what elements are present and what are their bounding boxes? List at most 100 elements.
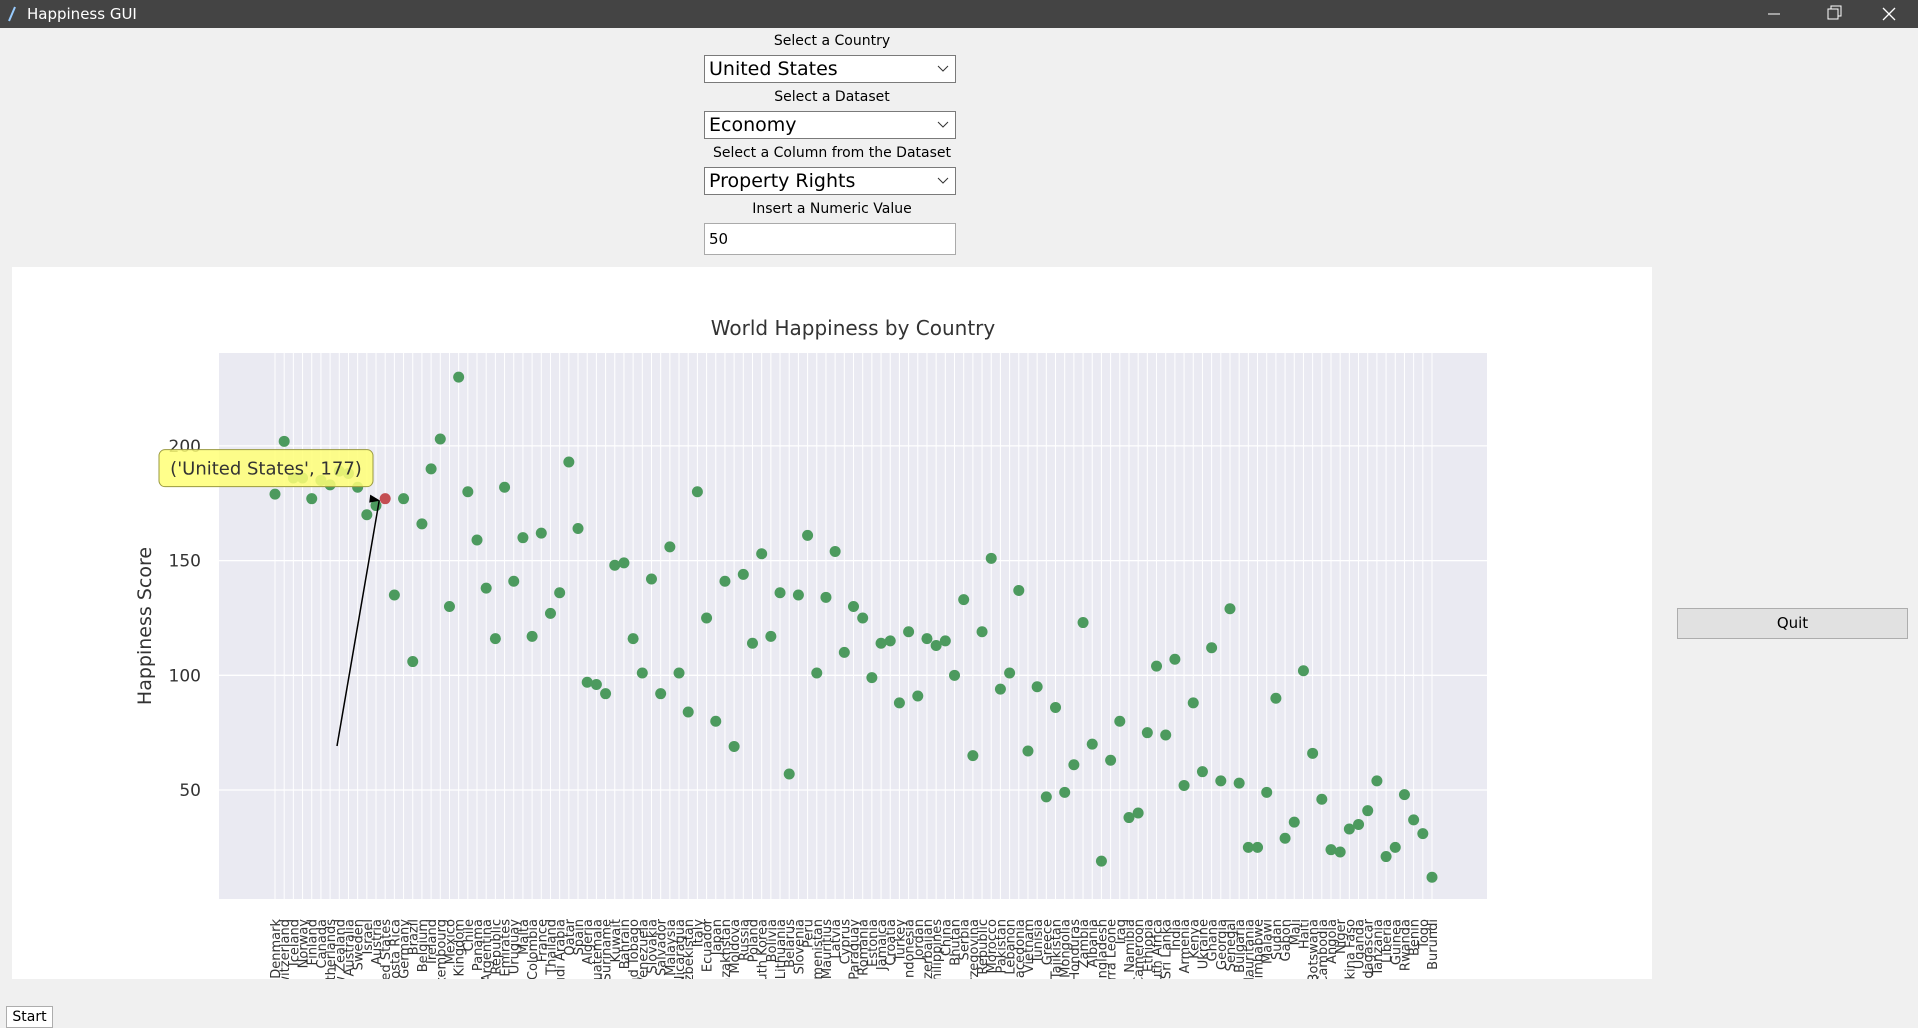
point xyxy=(1187,697,1199,709)
x-tick-label: Slovakia xyxy=(645,919,660,974)
point xyxy=(443,601,455,612)
x-tick-label: Croatia xyxy=(884,919,899,966)
point xyxy=(535,527,547,539)
point xyxy=(820,591,832,603)
x-tick-label: Pakistan xyxy=(994,919,1009,973)
x-tick-label: Italy xyxy=(691,919,706,948)
point xyxy=(1233,777,1245,789)
point xyxy=(379,493,391,505)
point xyxy=(1417,828,1429,840)
x-tick-label: Cambodia xyxy=(1316,919,1331,979)
x-tick-label: Malaysia xyxy=(664,919,679,976)
point xyxy=(1077,617,1089,629)
x-tick-label: Cyprus xyxy=(838,919,853,965)
x-tick-label: Paraguay xyxy=(848,919,863,979)
point xyxy=(1123,812,1135,824)
start-button[interactable]: Start xyxy=(6,1006,53,1028)
point xyxy=(517,532,529,544)
point xyxy=(499,481,511,493)
x-tick-label: Ethiopia xyxy=(1141,919,1156,972)
point xyxy=(645,573,657,585)
point xyxy=(1050,701,1062,713)
dropdown-arrow xyxy=(937,177,949,184)
x-tick-label: Mongolia xyxy=(1059,919,1074,978)
point xyxy=(1353,818,1365,830)
point xyxy=(783,768,795,780)
x-tick-label: Nicaragua xyxy=(673,919,688,979)
x-tick-label: Mauritania xyxy=(1242,919,1257,979)
x-tick-label: Zimbabwe xyxy=(1252,919,1267,979)
point xyxy=(1224,603,1236,615)
x-tick-label: Dominican Republic xyxy=(976,919,991,979)
point xyxy=(480,582,492,594)
x-tick-label: Botswana xyxy=(1307,919,1322,979)
point xyxy=(691,486,703,498)
point xyxy=(563,456,575,468)
x-tick-label: Thailand xyxy=(544,919,559,976)
point xyxy=(508,575,520,587)
point xyxy=(811,667,823,679)
x-tick-label: United States xyxy=(379,919,394,979)
y-tick-label: 150 xyxy=(169,552,201,572)
point xyxy=(1206,642,1218,654)
point xyxy=(792,589,804,601)
app-icon xyxy=(8,6,16,22)
x-tick-label: Mauritius xyxy=(820,919,835,979)
point xyxy=(489,633,501,645)
value-input[interactable]: 50 xyxy=(704,223,956,255)
quit-button[interactable]: Quit xyxy=(1677,608,1908,639)
point xyxy=(278,435,290,447)
window-controls[interactable] xyxy=(1750,0,1918,28)
annotation-arrow xyxy=(336,500,380,747)
y-tick-label: 100 xyxy=(169,666,201,686)
x-tick-label: Trinidad and Tobago xyxy=(627,919,642,979)
x-tick-label: Namibia xyxy=(1123,919,1138,973)
label: Select a Dataset xyxy=(774,89,890,105)
x-tick-label: Macedonia xyxy=(1013,919,1028,979)
column-combobox[interactable]: Property Rights xyxy=(704,167,956,195)
label: Insert a Numeric Value xyxy=(752,201,912,217)
point xyxy=(636,667,648,679)
x-tick-label: Qatar xyxy=(563,918,578,955)
x-tick-label: Morocco xyxy=(985,919,1000,973)
x-tick-label: Senegal xyxy=(1224,919,1239,971)
point xyxy=(930,640,942,651)
point xyxy=(838,646,850,658)
point xyxy=(939,635,951,647)
x-tick-label: Rwanda xyxy=(1398,919,1413,971)
x-tick-label: Mexico xyxy=(443,919,458,964)
x-tick-label: Malta xyxy=(517,919,532,955)
point xyxy=(1371,775,1383,787)
point xyxy=(1178,779,1190,791)
point xyxy=(912,690,924,702)
combo-value: United States xyxy=(709,58,838,80)
x-tick-label: Liberia xyxy=(1380,919,1395,963)
point xyxy=(866,672,878,684)
point xyxy=(1215,775,1227,787)
point xyxy=(1040,791,1052,803)
point xyxy=(361,509,373,521)
grid xyxy=(219,353,1487,899)
point xyxy=(949,669,961,681)
point xyxy=(1105,754,1117,766)
x-tick-label: Jordan xyxy=(912,919,927,961)
x-tick-label: Bahrain xyxy=(618,919,633,969)
point xyxy=(453,371,465,383)
x-tick-label: Haiti xyxy=(1297,919,1312,949)
x-tick-label: Sri Lanka xyxy=(1160,919,1175,979)
point xyxy=(1114,715,1126,727)
point xyxy=(875,637,887,649)
point xyxy=(737,568,749,580)
point xyxy=(1389,841,1401,853)
point xyxy=(590,679,602,690)
x-tick-label: Turkmenistan xyxy=(811,919,826,979)
point xyxy=(1408,814,1420,826)
point xyxy=(600,688,612,700)
country-combobox[interactable]: United States xyxy=(704,55,956,83)
dataset-combobox[interactable]: Economy xyxy=(704,111,956,139)
x-tick-label: Angola xyxy=(1325,919,1340,964)
annotation: ('United States', 177) xyxy=(158,449,381,747)
point xyxy=(1242,841,1254,853)
x-tick-label: Gabon xyxy=(1279,919,1294,962)
